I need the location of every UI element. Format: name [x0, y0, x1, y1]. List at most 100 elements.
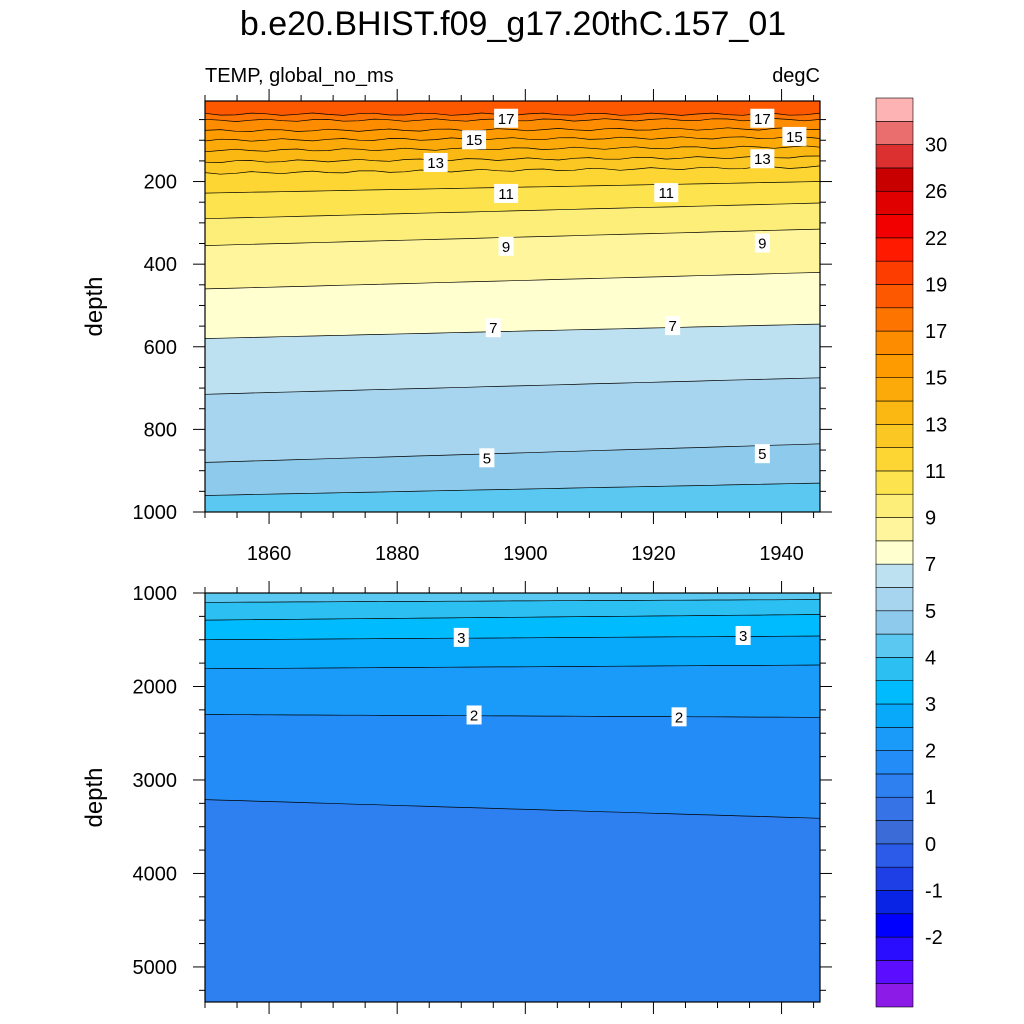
contour-label-box	[654, 183, 679, 203]
colorbar-tick-label: -1	[925, 880, 943, 902]
colorbar-swatch	[875, 493, 914, 518]
contour-label-box	[423, 152, 448, 172]
colorbar-swatch	[875, 913, 914, 938]
contour-line-6	[205, 377, 820, 395]
units-subtitle: degC	[772, 65, 820, 87]
contour-line-5	[205, 443, 820, 463]
x-tick-label: 1940	[759, 543, 804, 565]
lower-contour-panel: 3 3 2 2 1000 2000 3000 4000 5000 depth	[81, 581, 832, 1014]
colorbar-swatch	[875, 936, 914, 961]
colorbar-tick-label: 1	[925, 787, 936, 809]
contour-line-12	[205, 165, 820, 175]
colorbar-swatch	[875, 610, 914, 635]
contour-label: 3	[457, 630, 465, 647]
contour-label: 17	[498, 111, 515, 128]
colorbar-swatch	[875, 727, 914, 751]
contour-label: 9	[758, 236, 766, 253]
contour-line-2.5	[205, 664, 820, 670]
contour-band-4.5	[205, 483, 820, 512]
contour-label: 2	[470, 707, 478, 724]
plot-frame	[204, 592, 821, 1003]
colorbar-tick-label: 13	[925, 414, 947, 436]
contour-label: 2	[675, 709, 683, 726]
contour-label-box	[498, 236, 514, 256]
colorbar-tick-label: 19	[925, 274, 947, 296]
colorbar-tick-label: 4	[925, 647, 936, 669]
contour-label: 3	[739, 628, 747, 645]
contour-label: 7	[668, 318, 676, 335]
y-tick-label: 5000	[133, 957, 178, 979]
colorbar-swatch	[875, 750, 914, 775]
colorbar-swatch	[875, 190, 914, 215]
contour-label: 15	[786, 129, 803, 146]
contour-line-4	[205, 599, 820, 603]
colorbar-swatch	[875, 587, 914, 612]
contour-label-box	[735, 626, 751, 646]
contour-label-box	[782, 126, 807, 146]
contour-label-box	[462, 130, 487, 150]
colorbar-tick-label: 30	[925, 135, 947, 157]
colorbar-swatch	[875, 563, 914, 588]
colorbar-swatch	[875, 307, 914, 332]
colorbar-tick-label: 11	[925, 461, 946, 483]
contour-label: 5	[483, 450, 491, 467]
colorbar-tick-label: 22	[925, 228, 947, 250]
colorbar-tick-label: 17	[925, 321, 947, 343]
colorbar-swatch	[875, 890, 914, 915]
y-tick-label: 600	[144, 337, 177, 359]
x-tick-label: 1900	[503, 543, 548, 565]
contour-label: 11	[498, 186, 514, 203]
colorbar-swatch	[875, 633, 914, 658]
contour-label: 5	[758, 446, 766, 463]
colorbar-swatch	[875, 424, 914, 448]
contour-label-box	[754, 444, 770, 464]
contour-line-13	[205, 155, 820, 163]
contour-label-box	[494, 183, 519, 203]
contour-line-14	[205, 145, 820, 153]
colorbar-tick-label: 26	[925, 181, 947, 203]
colorbar-swatch	[875, 820, 914, 845]
contour-label-box	[479, 448, 495, 468]
y-tick-label: 1000	[133, 502, 178, 524]
contour-line-15	[205, 136, 820, 142]
colorbar-swatch	[875, 796, 914, 821]
colorbar-swatch	[875, 680, 914, 705]
contour-label-box	[485, 318, 501, 338]
colorbar-swatch	[875, 866, 914, 891]
x-tick-label: 1880	[375, 543, 420, 565]
colorbar-swatch	[875, 470, 914, 495]
contour-label: 13	[427, 155, 444, 172]
colorbar-swatch	[875, 97, 914, 122]
contour-label-box	[750, 108, 775, 128]
colorbar-swatch	[875, 260, 914, 285]
contour-label-box	[750, 149, 775, 169]
contour-label: 17	[754, 111, 771, 128]
colorbar-swatch	[875, 703, 914, 728]
colorbar-tick-label: 9	[925, 508, 936, 530]
contour-label: 9	[502, 239, 510, 256]
x-axis: 1860 1880 1900 1920 1940	[247, 543, 804, 565]
contour-label: 13	[754, 151, 771, 168]
colorbar-swatch	[875, 214, 914, 239]
colorbar-swatch	[875, 983, 914, 1008]
y-tick-label: 200	[144, 172, 177, 194]
colorbar-swatch	[875, 284, 914, 309]
contour-line-2	[205, 714, 820, 718]
figure-title: b.e20.BHIST.f09_g17.20thC.157_01	[240, 5, 786, 43]
colorbar-tick-label: 3	[925, 694, 936, 716]
contour-label-box	[665, 316, 681, 336]
colorbar-tick-label: -2	[925, 927, 943, 949]
contour-label-box	[671, 707, 687, 727]
contour-label: 15	[466, 132, 483, 149]
colorbar-swatch	[875, 960, 914, 984]
colorbar-tick-label: 5	[925, 601, 936, 623]
contour-label-box	[466, 705, 482, 725]
y-tick-label: 4000	[133, 863, 178, 885]
colorbar: -2 -1 0 1 2 3 4 5 7 9 11 13 15 17 19 22 26 30	[875, 97, 947, 1008]
y-tick-label: 3000	[133, 770, 178, 792]
contour-label-box	[754, 233, 770, 253]
contour-line-8	[205, 272, 820, 290]
colorbar-swatch	[875, 773, 914, 798]
variable-subtitle: TEMP, global_no_ms	[205, 65, 394, 87]
